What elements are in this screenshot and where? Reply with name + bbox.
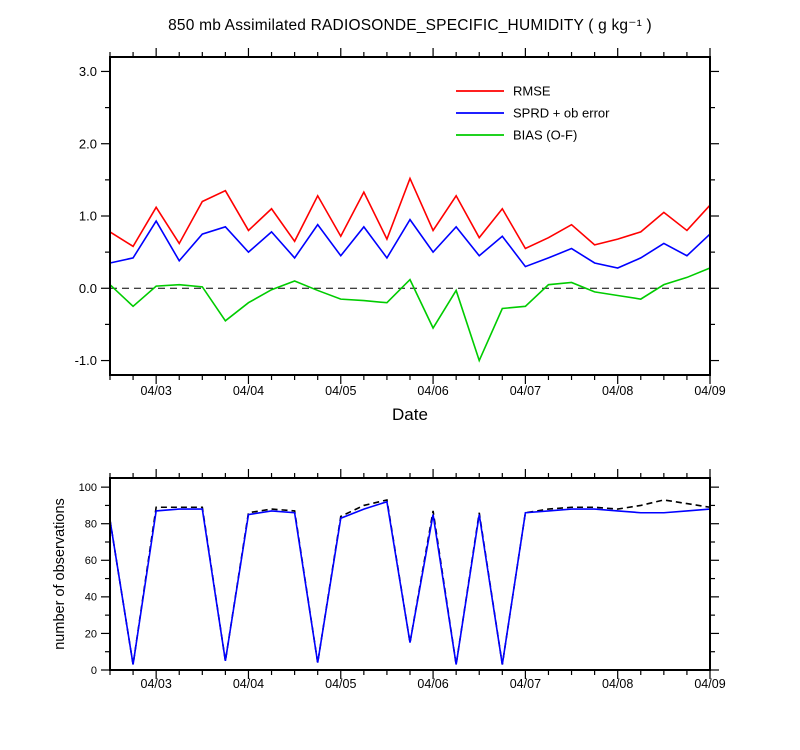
x-tick-label: 04/05 [325, 384, 356, 398]
x-tick-label: 04/09 [694, 384, 725, 398]
series-line-blue-solid-count [109, 500, 711, 665]
y-tick-label: 0.0 [79, 281, 97, 296]
x-tick-label: 04/03 [141, 677, 172, 691]
x-tick-label: 04/05 [325, 677, 356, 691]
x-tick-label: 04/08 [602, 677, 633, 691]
x-tick-label: 04/03 [141, 384, 172, 398]
y-tick-label: 1.0 [79, 209, 97, 224]
x-tick-label: 04/06 [417, 677, 448, 691]
legend-label-1: SPRD + ob error [513, 106, 610, 121]
x-tick-label: 04/08 [602, 384, 633, 398]
y-tick-label: 3.0 [79, 64, 97, 79]
error-statistics-panel: 04/03 04/04 04/05 04/06 04/07 04/08 04/09 -1.0 0… [75, 48, 726, 398]
x-tick-label: 04/04 [233, 677, 264, 691]
y-tick-label: 100 [79, 482, 97, 494]
x-tick-label: 04/04 [233, 384, 264, 398]
x-tick-label: 04/07 [510, 677, 541, 691]
observation-counts-frame [109, 477, 711, 671]
legend-label-2: BIAS (O-F) [513, 128, 577, 143]
y-tick-label: -1.0 [75, 353, 97, 368]
y-tick-label: 20 [85, 628, 97, 640]
observation-counts-panel: 04/03 04/04 04/05 04/06 04/07 04/08 04/09 0 20 40… [79, 469, 726, 691]
y-tick-label: 60 [85, 555, 97, 567]
y-tick-label: 80 [85, 519, 97, 531]
y-tick-label: 0 [91, 665, 97, 677]
error-statistics-frame [109, 56, 711, 376]
chart-title: 850 mb Assimilated RADIOSONDE_SPECIFIC_H… [168, 17, 652, 34]
series-line-RMSE [109, 176, 711, 250]
series-line-SPRD + ob error [109, 218, 711, 269]
legend-label-0: RMSE [513, 84, 551, 99]
x-tick-label: 04/06 [417, 384, 448, 398]
obs-count-axis-title: number of observations [52, 498, 68, 650]
series-line-BIAS (O-F) [109, 267, 711, 363]
date-axis-title: Date [392, 405, 428, 424]
x-tick-label: 04/07 [510, 384, 541, 398]
x-tick-label: 04/09 [694, 677, 725, 691]
y-tick-label: 40 [85, 592, 97, 604]
y-tick-label: 2.0 [79, 136, 97, 151]
